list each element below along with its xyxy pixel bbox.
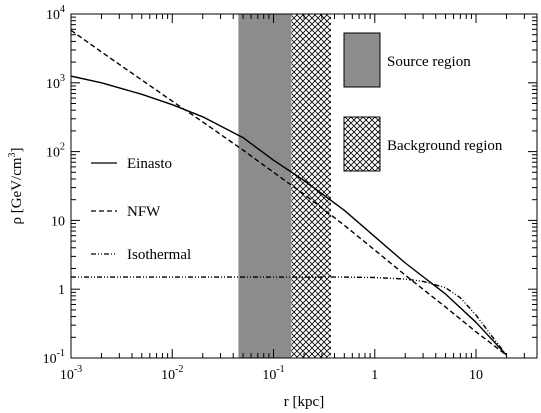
- series-layer: [71, 29, 508, 356]
- legend-isothermal-label: Isothermal: [127, 247, 191, 263]
- y-tick-label: 1: [58, 283, 65, 298]
- y-axis-title: ρ [GeV/cm3]: [7, 147, 25, 224]
- y-tick-label: 10: [51, 214, 65, 229]
- legend-source-swatch: [343, 32, 381, 88]
- legend-source-label: Source region: [387, 54, 471, 70]
- x-tick-label: 1: [371, 368, 378, 383]
- source-region-band: [238, 14, 292, 358]
- y-tick-label: 104: [46, 4, 65, 23]
- y-tick-label: 103: [46, 73, 65, 92]
- series-isothermal-line: [71, 276, 508, 356]
- regions-layer: [238, 14, 331, 358]
- legend-einasto-label: Einasto: [127, 156, 172, 172]
- ticks-layer: 10-3 10-2 10-1 1 10 10-1 1 10 102 103 104: [43, 4, 538, 383]
- y-tick-label: 10-1: [43, 348, 65, 367]
- y-tick-label: 102: [46, 142, 65, 161]
- legend-background-label: Background region: [387, 138, 503, 154]
- x-tick-label: 10-2: [161, 364, 183, 383]
- series-einasto-line: [71, 75, 508, 356]
- x-tick-label: 10: [469, 368, 483, 383]
- x-tick-label: 10-1: [262, 364, 284, 383]
- legend-nfw-label: NFW: [127, 204, 161, 220]
- x-tick-label: 10-3: [60, 364, 82, 383]
- series-nfw-line: [71, 29, 507, 356]
- x-axis-title: r [kpc]: [284, 394, 324, 410]
- legend-background-swatch: [343, 116, 381, 172]
